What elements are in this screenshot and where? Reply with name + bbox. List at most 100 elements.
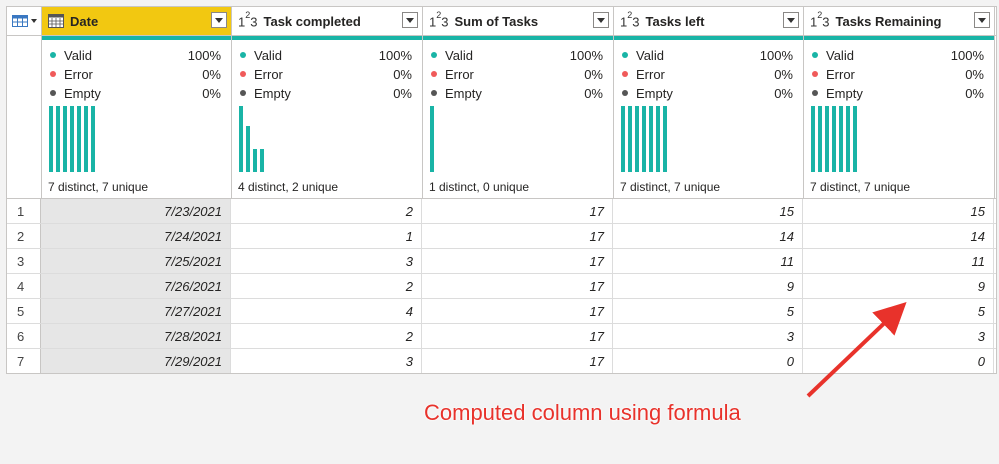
empty-dot-icon [50,90,56,96]
table-cell[interactable]: 11 [613,249,803,273]
histogram-bar [649,106,653,172]
table-cell[interactable]: 0 [613,349,803,373]
table-cell[interactable]: 9 [803,274,994,298]
filter-dropdown-button[interactable] [783,12,799,28]
column-quality-profile: Valid 100% Error 0% Empty 0% 7 distinct, 7 uni… [614,36,804,198]
column-header[interactable]: 123 Tasks left [614,7,804,35]
error-stat: Error 0% [622,65,793,83]
table-cell[interactable]: 3 [803,324,994,348]
table-cell[interactable]: 4 [231,299,422,323]
histogram-bar [839,106,843,172]
histogram-bar [84,106,88,172]
table-cell[interactable]: 9 [613,274,803,298]
error-label: Error [826,66,855,82]
empty-label: Empty [64,85,101,101]
table-cell[interactable]: 11 [803,249,994,273]
error-label: Error [254,66,283,82]
table-cell[interactable]: 5 [803,299,994,323]
histogram-bar [77,106,81,172]
table-cell[interactable]: 3 [613,324,803,348]
table-cell[interactable]: 17 [422,274,613,298]
table-cell[interactable]: 17 [422,349,613,373]
table-cell[interactable]: 2 [231,324,422,348]
error-stat: Error 0% [812,65,984,83]
error-percent: 0% [393,66,412,82]
table-cell[interactable]: 7/24/2021 [41,224,231,248]
column-header[interactable]: 123 Task completed [232,7,423,35]
valid-stat: Valid 100% [622,46,793,64]
quality-bar [614,36,803,40]
table-cell[interactable]: 14 [613,224,803,248]
calendar-icon [48,14,64,28]
table-cell[interactable]: 2 [231,274,422,298]
distribution-histogram [239,106,267,172]
column-header[interactable]: Date [42,7,232,35]
column-name: Date [70,13,99,29]
quality-bar [804,36,994,40]
distinct-summary: 4 distinct, 2 unique [238,180,339,194]
column-quality-profile: Valid 100% Error 0% Empty 0% 4 distinct, 2 uni… [232,36,423,198]
table-row: 4 7/26/2021 2 17 9 9 [7,274,996,299]
error-dot-icon [240,71,246,77]
table-cell[interactable]: 3 [231,349,422,373]
filter-dropdown-button[interactable] [402,12,418,28]
table-menu-button[interactable] [7,7,42,35]
distribution-histogram [430,106,437,172]
empty-stat: Empty 0% [431,84,603,102]
table-cell[interactable]: 17 [422,199,613,223]
table-cell[interactable]: 7/23/2021 [41,199,231,223]
table-cell[interactable]: 3 [231,249,422,273]
table-cell[interactable]: 7/27/2021 [41,299,231,323]
table-cell[interactable]: 7/28/2021 [41,324,231,348]
table-row: 6 7/28/2021 2 17 3 3 [7,324,996,349]
valid-label: Valid [445,47,473,63]
table-cell[interactable]: 17 [422,224,613,248]
data-grid: Date 123 Task completed 123 Sum of Tasks 123 T… [6,6,997,374]
row-number[interactable]: 3 [7,249,41,273]
table-cell[interactable]: 17 [422,249,613,273]
filter-dropdown-button[interactable] [211,12,227,28]
table-cell[interactable]: 15 [613,199,803,223]
column-header[interactable]: 123 Tasks Remaining [804,7,995,35]
valid-percent: 100% [569,47,603,63]
empty-label: Empty [254,85,291,101]
chevron-down-icon [597,17,605,23]
table-cell[interactable]: 2 [231,199,422,223]
error-percent: 0% [584,66,603,82]
table-cell[interactable]: 7/29/2021 [41,349,231,373]
empty-dot-icon [431,90,437,96]
row-number[interactable]: 7 [7,349,41,373]
table-row: 1 7/23/2021 2 17 15 15 [7,199,996,224]
column-header[interactable]: 123 Sum of Tasks [423,7,614,35]
valid-dot-icon [50,52,56,58]
row-number[interactable]: 5 [7,299,41,323]
row-number[interactable]: 6 [7,324,41,348]
table-cell[interactable]: 0 [803,349,994,373]
table-cell[interactable]: 1 [231,224,422,248]
histogram-bar [56,106,60,172]
histogram-bar [430,106,434,172]
filter-dropdown-button[interactable] [974,12,990,28]
table-cell[interactable]: 7/25/2021 [41,249,231,273]
valid-percent: 100% [187,47,221,63]
error-dot-icon [431,71,437,77]
row-number[interactable]: 4 [7,274,41,298]
empty-dot-icon [240,90,246,96]
empty-dot-icon [812,90,818,96]
table-cell[interactable]: 17 [422,324,613,348]
table-cell[interactable]: 14 [803,224,994,248]
histogram-bar [642,106,646,172]
row-number[interactable]: 1 [7,199,41,223]
valid-percent: 100% [378,47,412,63]
table-cell[interactable]: 7/26/2021 [41,274,231,298]
filter-dropdown-button[interactable] [593,12,609,28]
table-cell[interactable]: 15 [803,199,994,223]
table-icon [11,15,28,27]
row-number[interactable]: 2 [7,224,41,248]
error-label: Error [636,66,665,82]
table-cell[interactable]: 5 [613,299,803,323]
column-name: Tasks Remaining [835,13,942,29]
column-name: Task completed [263,13,361,29]
table-cell[interactable]: 17 [422,299,613,323]
